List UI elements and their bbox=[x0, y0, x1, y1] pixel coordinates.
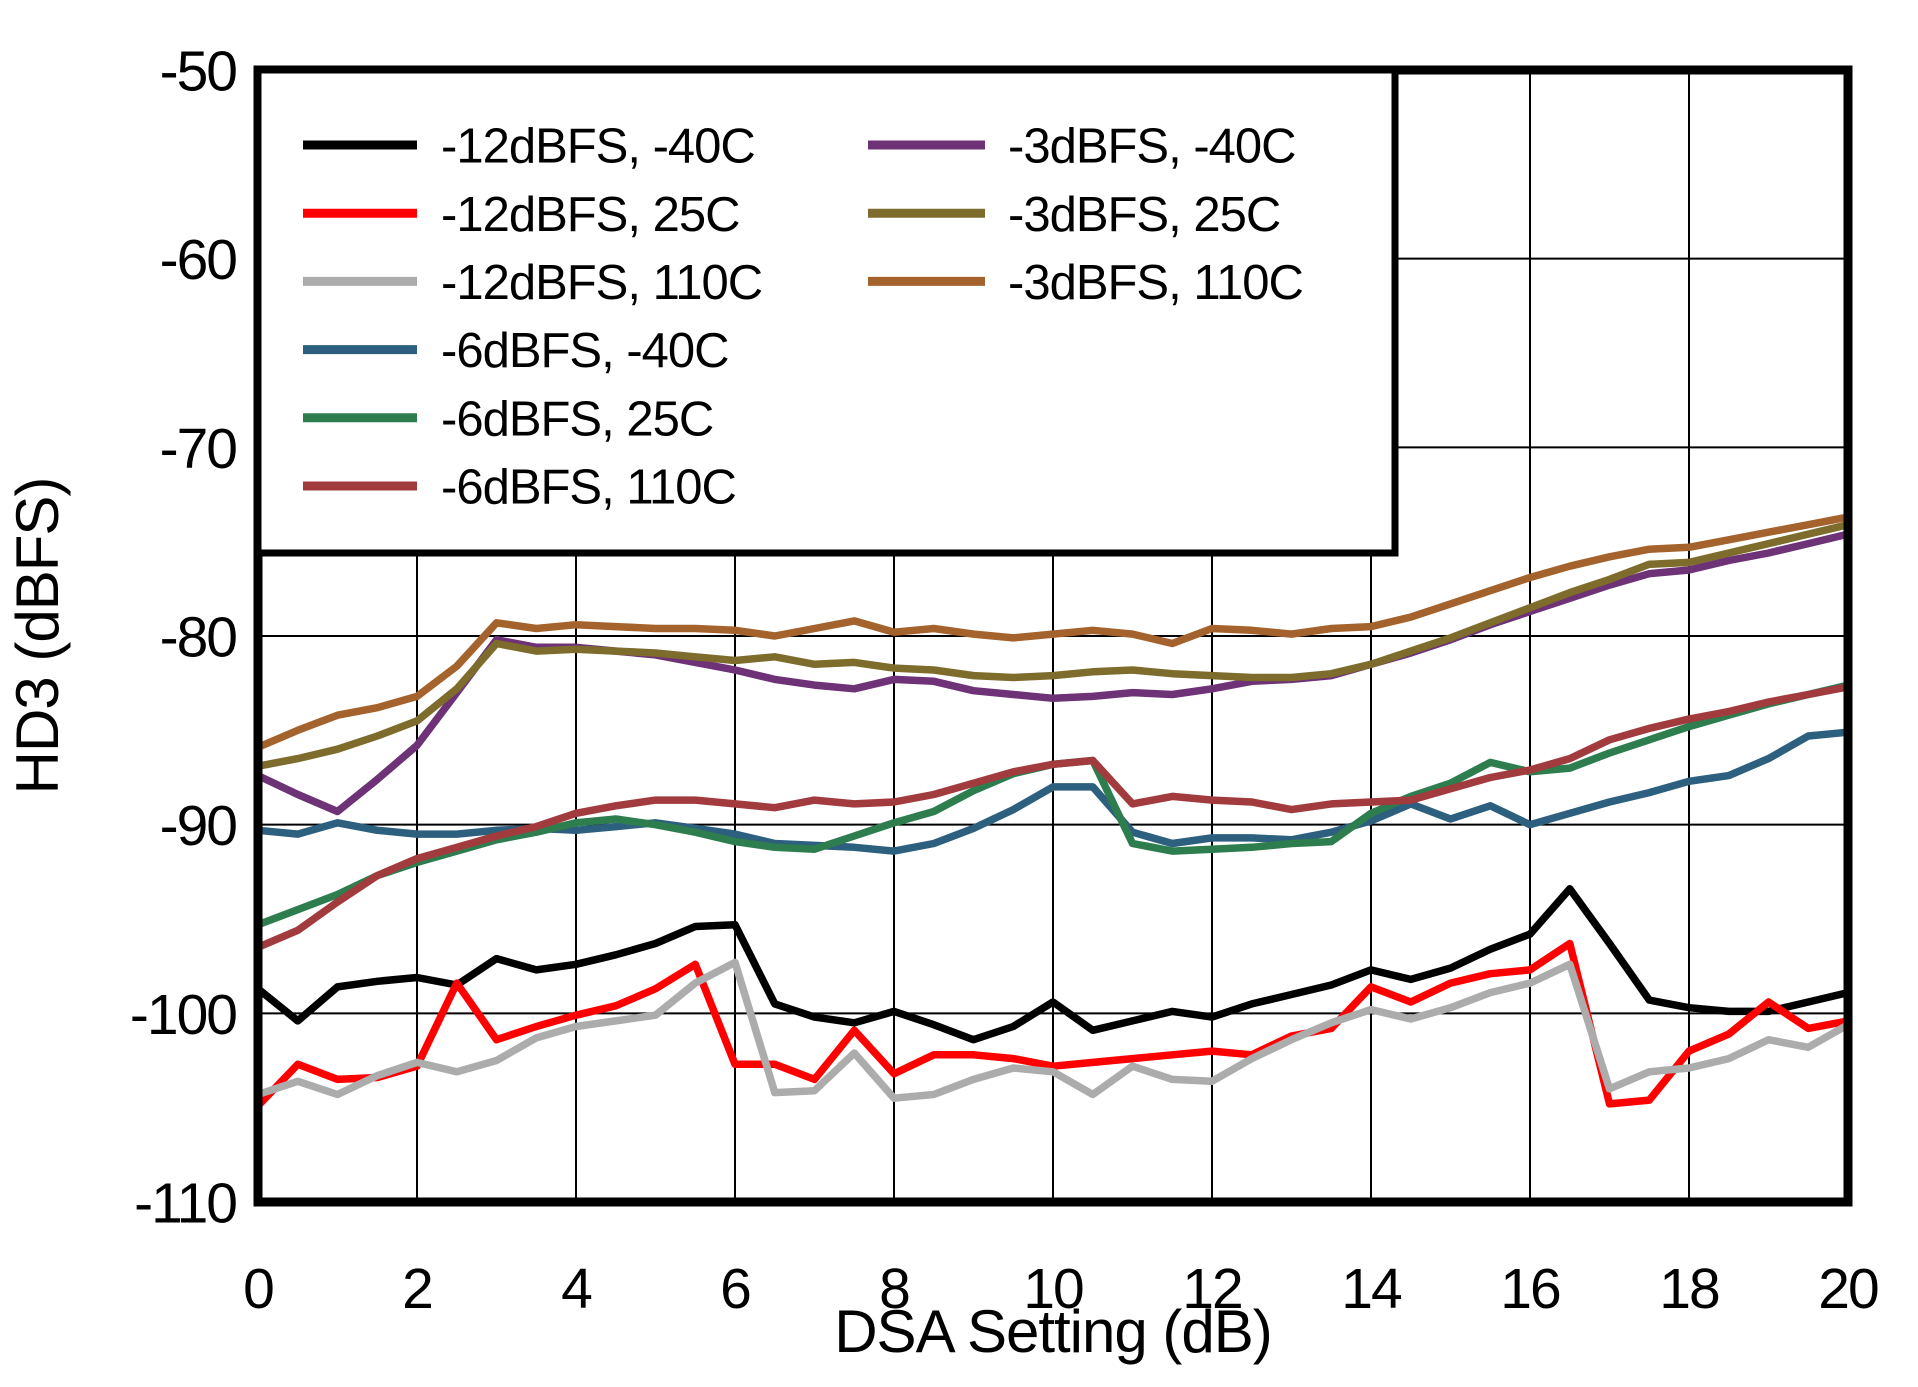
y-tick-label--80: -80 bbox=[160, 606, 237, 670]
legend: -12dBFS, -40C -12dBFS, 25C -12dBFS, 110C -6… bbox=[254, 66, 1399, 557]
y-axis-title: HD3 (dBFS) bbox=[4, 478, 71, 795]
legend-label--6dbfs-25c: -6dBFS, 25C bbox=[441, 392, 713, 446]
legend-label--12dbfs--40c: -12dBFS, -40C bbox=[441, 120, 755, 174]
x-tick-label-18: 18 bbox=[1659, 1257, 1719, 1321]
series-line--3dbfs-110c bbox=[256, 513, 1849, 751]
y-tick-label--110: -110 bbox=[134, 1172, 236, 1236]
x-tick-label-4: 4 bbox=[561, 1257, 592, 1321]
y-tick-label--70: -70 bbox=[160, 417, 237, 481]
legend-label--6dbfs--40c: -6dBFS, -40C bbox=[441, 324, 729, 378]
x-tick-label-16: 16 bbox=[1500, 1257, 1560, 1321]
legend-label--3dbfs-25c: -3dBFS, 25C bbox=[1008, 188, 1280, 242]
legend-label--6dbfs-110c: -6dBFS, 110C bbox=[441, 461, 736, 515]
x-tick-label-10: 10 bbox=[1023, 1257, 1083, 1321]
legend-label--3dbfs-110c: -3dBFS, 110C bbox=[1008, 256, 1303, 310]
x-tick-label-8: 8 bbox=[879, 1257, 909, 1321]
series-line--12dbfs--40c bbox=[255, 885, 1849, 1044]
x-tick-label-20: 20 bbox=[1818, 1257, 1878, 1321]
x-axis-tick-labels: 0 2 4 6 8 10 12 14 16 18 20 bbox=[243, 1257, 1880, 1321]
x-tick-label-6: 6 bbox=[720, 1257, 750, 1321]
x-tick-label-12: 12 bbox=[1182, 1257, 1241, 1321]
series-lines bbox=[255, 513, 1850, 1109]
x-tick-label-2: 2 bbox=[402, 1257, 432, 1321]
y-tick-label--50: -50 bbox=[160, 40, 237, 104]
legend-label--12dbfs-110c: -12dBFS, 110C bbox=[441, 256, 762, 310]
y-tick-label--100: -100 bbox=[130, 983, 236, 1047]
legend-label--3dbfs--40c: -3dBFS, -40C bbox=[1008, 120, 1296, 174]
y-tick-label--90: -90 bbox=[160, 794, 237, 858]
y-axis-tick-labels: -50 -60 -70 -80 -90 -100 -110 bbox=[130, 40, 238, 1236]
x-axis-title: DSA Setting (dB) bbox=[834, 1298, 1272, 1365]
x-tick-label-0: 0 bbox=[243, 1257, 273, 1321]
series-line--12dbfs-110c bbox=[256, 958, 1850, 1102]
series-line--3dbfs-25c bbox=[257, 521, 1849, 770]
legend-box bbox=[254, 66, 1399, 557]
x-tick-label-14: 14 bbox=[1341, 1257, 1402, 1321]
y-tick-label--60: -60 bbox=[160, 228, 237, 292]
legend-label--12dbfs-25c: -12dBFS, 25C bbox=[441, 188, 740, 242]
series-line--6dbfs-110c bbox=[256, 683, 1849, 951]
